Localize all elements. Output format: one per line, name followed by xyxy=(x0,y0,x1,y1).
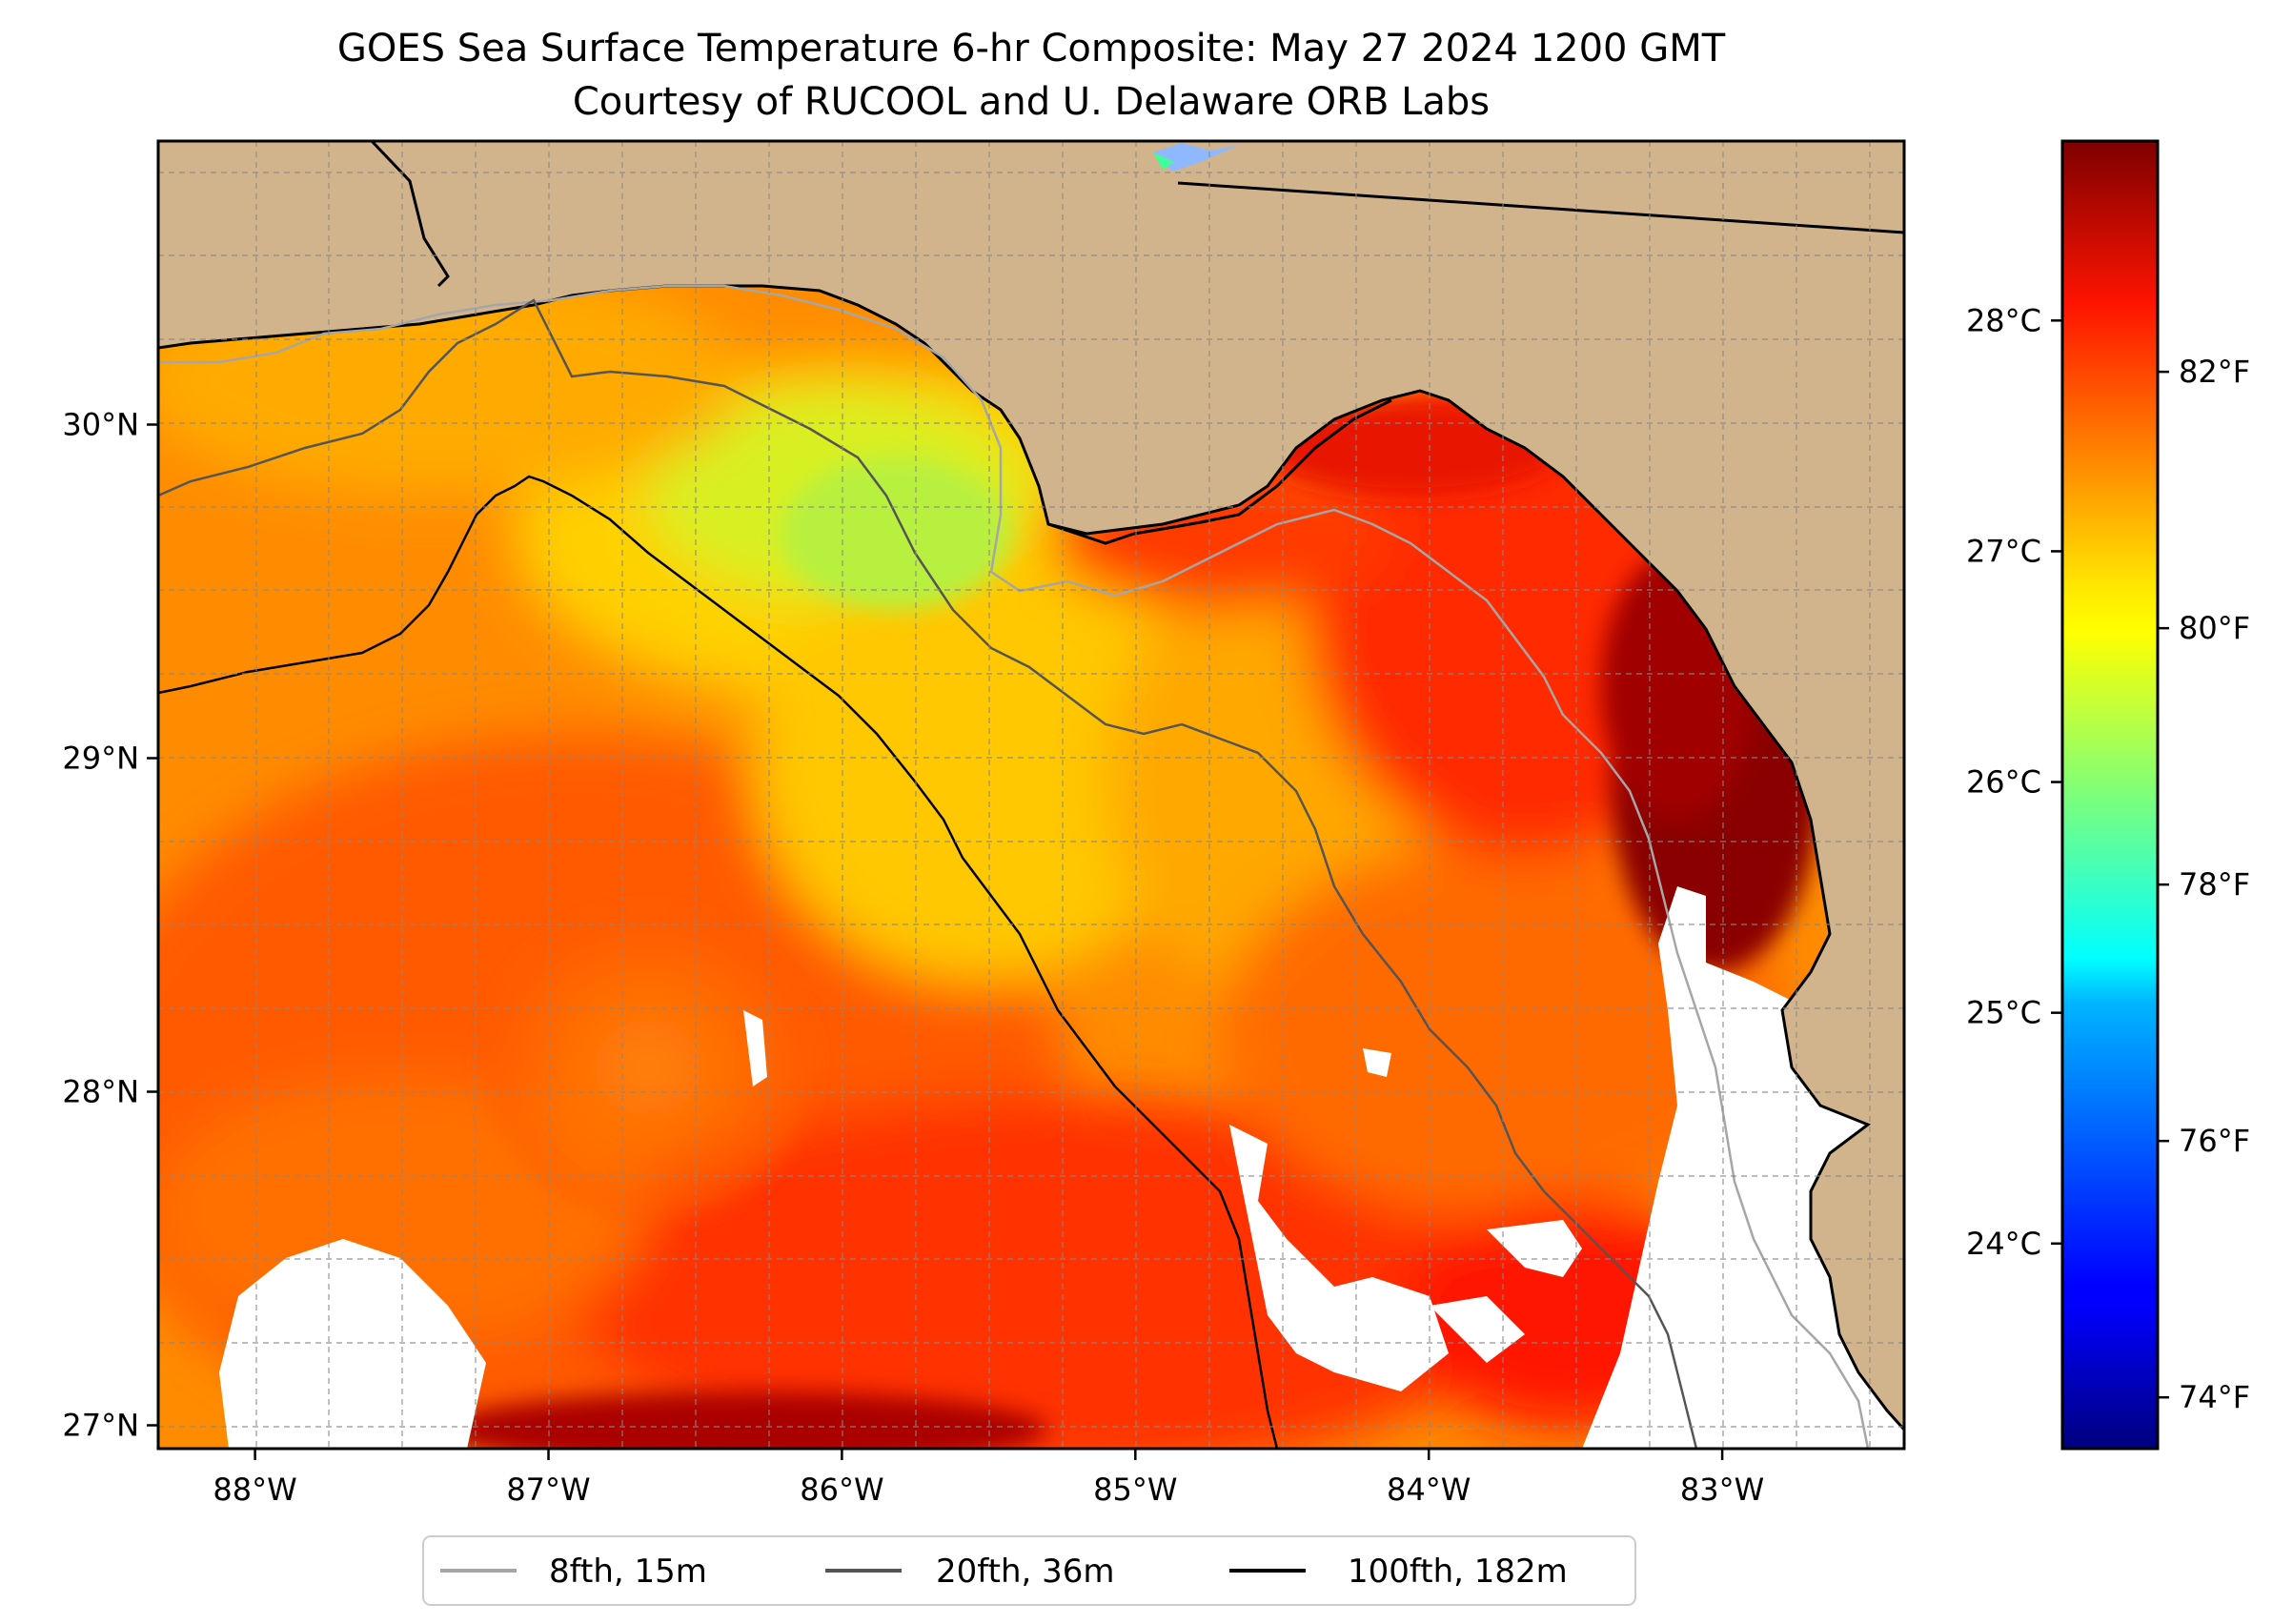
isobath-8fth xyxy=(158,284,1870,1449)
colorbar-gradient xyxy=(2060,139,2160,1451)
latitude-axis: 27°N 28°N 29°N 30°N xyxy=(62,407,158,1444)
colorbar-celsius-ticks: 24°C 25°C 26°C 27°C 28°C xyxy=(1966,302,2062,1262)
celsius-tick-label: 24°C xyxy=(1966,1226,2041,1262)
isobath-20fth xyxy=(158,298,1698,1449)
lon-tick-label: 85°W xyxy=(1093,1472,1177,1508)
state-border-2 xyxy=(370,141,450,288)
lon-tick-label: 84°W xyxy=(1387,1472,1471,1508)
lon-tick-label: 86°W xyxy=(800,1472,883,1508)
lon-tick-label: 83°W xyxy=(1680,1472,1764,1508)
longitude-axis: 88°W 87°W 86°W 85°W 84°W 83°W xyxy=(213,1449,1764,1508)
lon-tick-label: 87°W xyxy=(506,1472,590,1508)
isobath-100fth xyxy=(158,475,1279,1449)
lon-tick-label: 88°W xyxy=(213,1472,296,1508)
fahrenheit-tick-label: 82°F xyxy=(2179,354,2250,390)
sst-map xyxy=(158,141,1904,1449)
inland-lake xyxy=(1153,143,1239,172)
fahrenheit-tick-label: 74°F xyxy=(2179,1379,2250,1415)
fahrenheit-tick-label: 80°F xyxy=(2179,610,2250,646)
legend: 8fth, 15m 20fth, 36m 100fth, 182m xyxy=(422,1535,1636,1606)
colorbar-fahrenheit-ticks: 74°F 76°F 78°F 80°F 82°F xyxy=(2158,354,2250,1415)
title-line-2: Courtesy of RUCOOL and U. Delaware ORB L… xyxy=(573,80,1490,124)
state-border xyxy=(1177,181,1904,234)
celsius-tick-label: 28°C xyxy=(1966,302,2041,338)
gridlines xyxy=(158,141,1904,1449)
title-line-1: GOES Sea Surface Temperature 6-hr Compos… xyxy=(337,27,1726,71)
legend-label-20fth: 20fth, 36m xyxy=(936,1553,1115,1591)
coastline-detail xyxy=(1047,398,1392,545)
map-frame xyxy=(156,139,1906,1451)
legend-box xyxy=(422,1535,1636,1606)
celsius-tick-label: 27°C xyxy=(1966,533,2041,569)
colorbar: 24°C 25°C 26°C 27°C 28°C 74°F 76°F 78°F 80°F 82°… xyxy=(1966,139,2250,1451)
fahrenheit-tick-label: 76°F xyxy=(2179,1123,2250,1159)
celsius-tick-label: 26°C xyxy=(1966,764,2041,801)
legend-label-100fth: 100fth, 182m xyxy=(1348,1553,1568,1591)
lat-tick-label: 28°N xyxy=(62,1074,139,1110)
legend-label-8fth: 8fth, 15m xyxy=(549,1553,707,1591)
lat-tick-label: 30°N xyxy=(62,407,139,443)
fahrenheit-tick-label: 78°F xyxy=(2179,866,2250,903)
celsius-tick-label: 25°C xyxy=(1966,995,2041,1031)
lat-tick-label: 27°N xyxy=(62,1408,139,1444)
lat-tick-label: 29°N xyxy=(62,741,139,777)
